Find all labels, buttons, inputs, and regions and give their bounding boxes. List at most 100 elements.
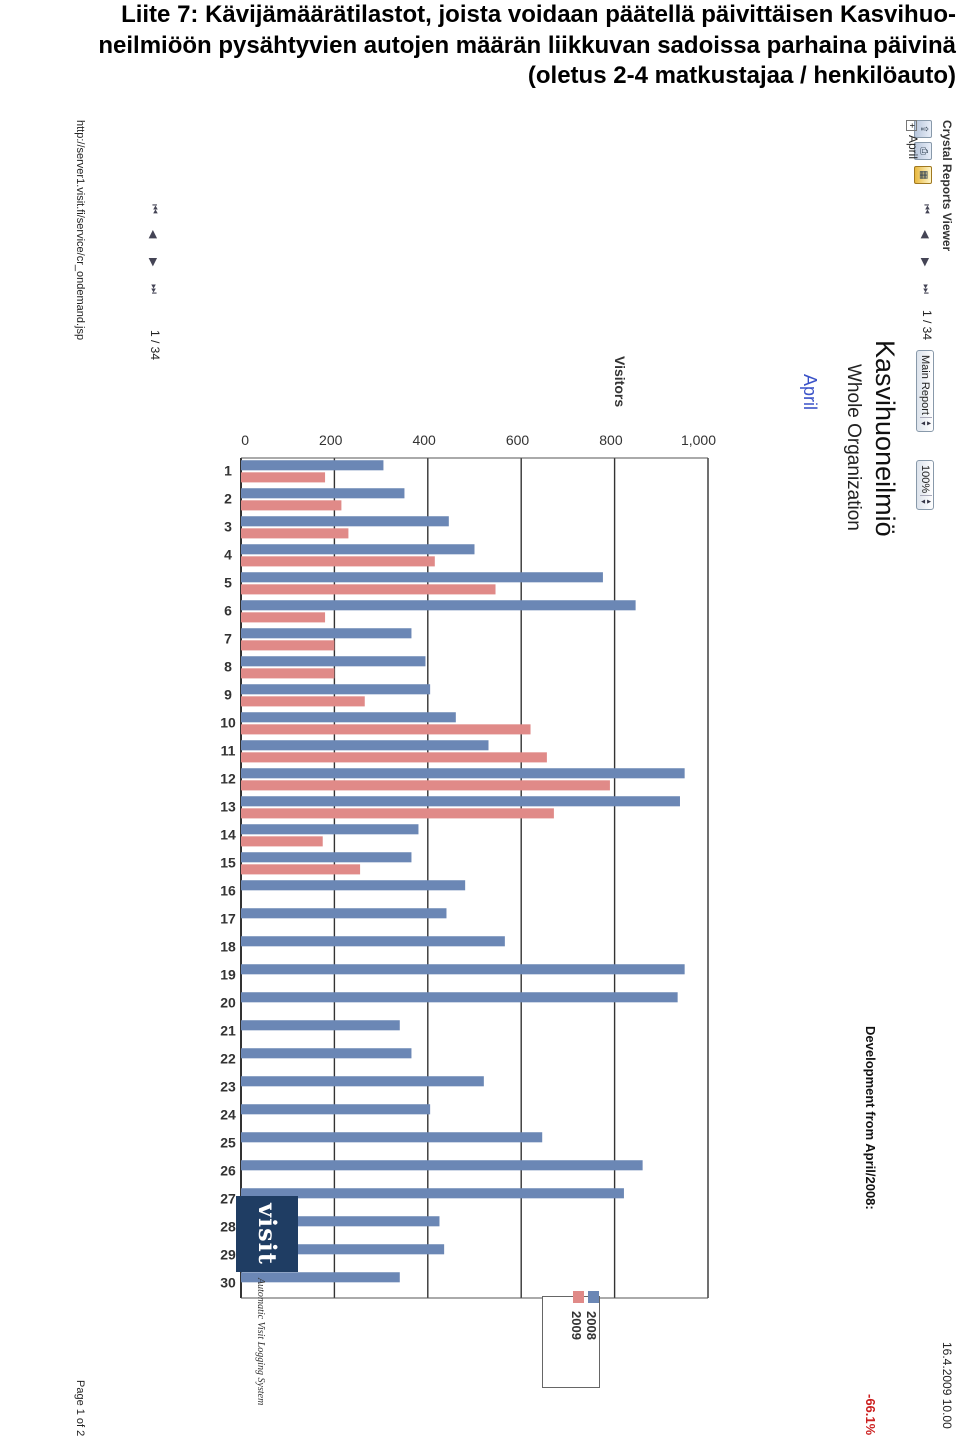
bar-2008 [241,656,426,667]
y-tick-label: 0 [241,432,249,448]
y-tick-label: 600 [506,432,530,448]
bar-2008 [241,740,489,751]
x-tick-label: 17 [220,911,236,927]
x-tick-label: 7 [224,631,232,647]
x-tick-label: 21 [220,1023,236,1039]
page-of-label: Page 1 of 2 [74,1380,86,1437]
bar-2009 [241,696,365,707]
bar-2009 [240,836,323,847]
x-tick-label: 23 [220,1079,236,1095]
bar-2008 [241,1160,643,1171]
bar-2008 [241,852,412,863]
x-tick-label: 26 [220,1163,236,1179]
bar-2009 [241,724,531,735]
bar-2009 [241,500,342,511]
heading-line-1: Liite 7: Kävijämäärätilastot, joista voi… [121,1,956,28]
bar-2008 [241,544,475,555]
page-url: http://server1.visit.fi/service/cr_ondem… [74,120,86,341]
y-tick-label: 800 [599,432,623,448]
bar-2009 [241,556,435,567]
bottom-page-indicator: 1 / 34 [148,330,162,361]
legend-label-2009: 2009 [569,1311,584,1340]
heading-line-2: neilmiöön pysähtyvien autojen määrän lii… [98,32,956,59]
bar-2008 [241,1132,543,1143]
bar-2008 [241,712,456,723]
bar-2009 [241,808,554,819]
y-tick-label: 400 [412,432,436,448]
x-tick-label: 2 [224,491,232,507]
bar-2008 [241,1048,412,1059]
bar-2008 [241,628,412,639]
bar-2009 [241,472,326,483]
bar-2008 [241,1188,624,1199]
legend-item-2008: 2008 [584,1291,599,1387]
x-tick-label: 5 [224,575,232,591]
x-tick-label: 19 [220,967,236,983]
logo-tagline: Automatic Visit Logging System [255,1278,266,1406]
bottom-first-page-icon[interactable]: ⏮ [148,204,160,214]
x-tick-label: 4 [224,547,232,563]
x-tick-label: 22 [220,1051,236,1067]
heading-line-3: (oletus 2-4 matkustajaa / henkilöauto) [527,62,956,89]
legend-label-2008: 2008 [584,1311,599,1340]
x-tick-label: 12 [220,771,236,787]
bar-2008 [241,684,431,695]
visit-logo: visit [236,1196,298,1272]
bar-2009 [241,668,335,679]
bar-2009 [241,752,547,763]
x-tick-label: 10 [220,715,236,731]
document-heading: Liite 7: Kävijämäärätilastot, joista voi… [0,0,960,96]
x-tick-label: 14 [220,827,236,843]
bar-2008 [241,824,419,835]
bar-2008 [241,1076,484,1087]
x-tick-label: 11 [221,743,236,759]
y-tick-label: 1,000 [681,432,716,448]
bar-2008 [241,1104,431,1115]
bar-2009 [241,864,361,875]
bar-2009 [241,612,326,623]
bar-2009 [240,528,349,539]
bar-2008 [241,572,603,583]
bar-2008 [241,880,466,891]
x-tick-label: 15 [220,855,236,871]
bottom-previous-page-icon[interactable]: ◀ [147,230,159,239]
x-tick-label: 24 [220,1107,236,1123]
bottom-last-page-icon[interactable]: ⏭ [148,284,160,294]
bar-2008 [241,964,685,975]
bar-2008 [241,992,678,1003]
bar-2008 [241,936,505,947]
bar-2008 [241,1020,400,1031]
y-tick-label: 200 [319,432,343,448]
legend-swatch-2009 [573,1291,584,1303]
bar-2008 [241,600,636,611]
bar-2008 [241,1272,400,1283]
x-tick-label: 18 [220,939,236,955]
x-tick-label: 27 [220,1191,236,1207]
bar-2008 [241,768,685,779]
x-tick-label: 8 [224,659,232,675]
x-tick-label: 1 [224,463,232,479]
bar-2008 [240,908,447,919]
bar-2008 [241,796,680,807]
rotated-report-screenshot: Crystal Reports Viewer ⇪ ⎙ ▦ ⏮ ◀ ▶ ⏭ 1 /… [70,118,960,1438]
bar-2008 [241,488,405,499]
x-tick-label: 6 [224,603,232,619]
x-tick-label: 28 [220,1219,236,1235]
x-tick-label: 29 [220,1247,236,1263]
legend-item-2009: 2009 [569,1291,584,1387]
x-tick-label: 9 [224,687,232,703]
bar-2008 [241,516,449,527]
bar-2009 [241,640,335,651]
x-tick-label: 25 [220,1135,236,1151]
x-tick-label: 3 [224,519,232,535]
legend-swatch-2008 [588,1291,599,1303]
x-tick-label: 13 [220,799,236,815]
visitors-bar-chart: 0 200 400 600 800 1,0001234567891011121314151… [220,432,716,1299]
bottom-next-page-icon[interactable]: ▶ [147,258,159,267]
bar-2009 [241,584,496,595]
x-tick-label: 16 [220,883,236,899]
bar-2009 [241,780,610,791]
x-tick-label: 30 [220,1275,236,1291]
x-tick-label: 20 [220,995,236,1011]
bar-2008 [241,460,384,471]
